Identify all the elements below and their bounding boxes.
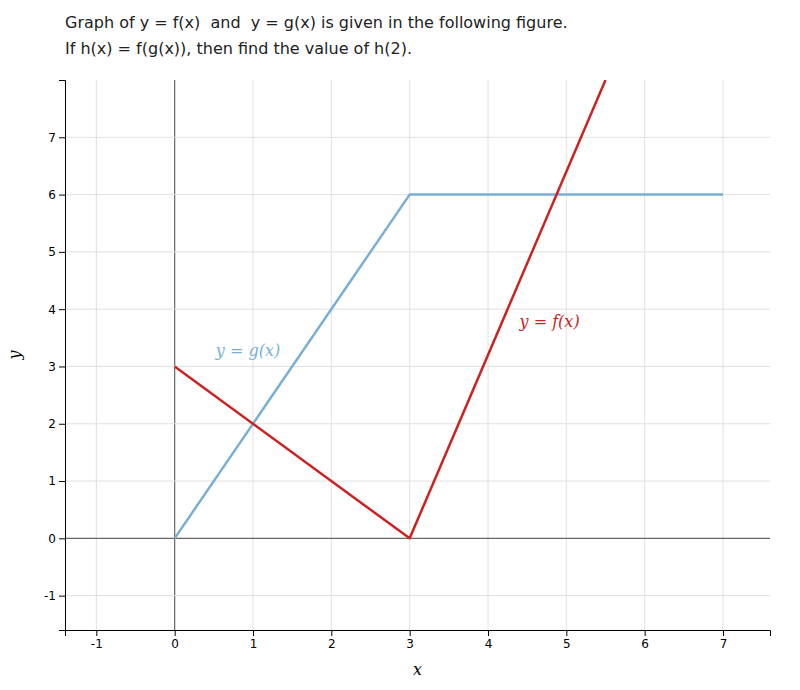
series-line (175, 195, 723, 539)
y-axis-title: y (5, 350, 24, 361)
y-axis-tick-label: -1 (44, 589, 56, 603)
grid-line-y (65, 423, 770, 424)
x-axis-tick-mark (410, 630, 411, 636)
y-axis-tick-mark (59, 366, 65, 367)
title: Graph of y = f(x) and y = g(x) is given … (65, 13, 568, 32)
y-axis-tick: 2 (48, 417, 65, 431)
x-axis-tick-label: 3 (406, 637, 414, 651)
grid-line-x (723, 80, 724, 630)
x-axis-tick-label: 4 (485, 637, 493, 651)
y-axis-tick-label: 5 (48, 245, 56, 259)
curve-labels: y = g(x) y = f(x) (215, 312, 580, 360)
x-axis-tick: 1 (250, 630, 258, 651)
grid-line-y (65, 481, 770, 482)
x-axis-tick-label: 6 (641, 637, 649, 651)
grid-line-y (65, 251, 770, 252)
grid-line-x (566, 80, 567, 630)
y-axis-tick-mark (59, 195, 65, 196)
y-axis-tick-mark (59, 481, 65, 482)
y-axis-tick-label: 1 (48, 474, 56, 488)
x-axis-tick-mark (723, 630, 724, 636)
grid-line-y (65, 538, 770, 539)
x-axis-tick: -1 (91, 630, 103, 651)
lines (175, 80, 723, 538)
x-axis-tick-label: 5 (563, 637, 571, 651)
x-axis-line (66, 631, 771, 637)
y-axis-tick-label: 3 (48, 360, 56, 374)
y-axis-tick: 3 (48, 360, 65, 374)
y-axis-tick: 5 (48, 245, 65, 259)
y-axis-line (59, 81, 66, 631)
y-axis: -1 0 1 2 3 4 5 6 7 (44, 81, 65, 631)
x-axis-tick: 0 (171, 630, 179, 651)
x-axis-tick-mark (566, 630, 567, 636)
x-axis-tick: 2 (328, 630, 336, 651)
x-axis-title: x (413, 660, 422, 679)
y-axis-tick: 0 (48, 532, 65, 546)
y-axis-tick-label: 0 (48, 532, 56, 546)
grid-line-y (65, 366, 770, 367)
x-axis-tick-label: 2 (328, 637, 336, 651)
x-axis-tick-mark (331, 630, 332, 636)
curve-label: y = f(x) (519, 312, 580, 331)
x-axis-tick: 4 (485, 630, 493, 651)
y-axis-tick-label: 7 (48, 131, 56, 145)
grid-line-x (174, 80, 175, 630)
grid-line-y (65, 137, 770, 138)
x-axis: -1 0 1 2 3 4 5 6 7 (66, 630, 771, 651)
grid-line-x (96, 80, 97, 630)
x-axis-tick-mark (175, 630, 176, 636)
x-axis-tick: 7 (720, 630, 728, 651)
x-axis-tick-label: 0 (171, 637, 179, 651)
y-axis-tick-mark (59, 596, 65, 597)
x-axis-tick-mark (645, 630, 646, 636)
y-axis-tick-mark (59, 252, 65, 253)
y-axis-tick-mark (59, 137, 65, 138)
x-axis-tick-mark (253, 630, 254, 636)
x-axis-tick: 3 (406, 630, 414, 651)
y-axis-tick: 1 (48, 474, 65, 488)
x-axis-tick-label: 7 (720, 637, 728, 651)
y-axis-tick: 6 (48, 188, 65, 202)
grid-line-x (644, 80, 645, 630)
subtitle: If h(x) = f(g(x)), then find the value o… (65, 39, 412, 58)
x-axis-tick-mark (488, 630, 489, 636)
grid-line-x (409, 80, 410, 630)
grid-line-y (65, 309, 770, 310)
y-axis-tick-mark (59, 538, 65, 539)
y-axis-tick-label: 4 (48, 303, 56, 317)
y-axis-tick: 7 (48, 131, 65, 145)
y-axis-tick: -1 (44, 589, 65, 603)
x-axis-tick-label: -1 (91, 637, 103, 651)
grid (65, 80, 770, 630)
plot: -1 0 1 2 3 4 5 6 7 -1 0 1 2 3 4 5 6 7 y = g(x) y = f(x) (44, 80, 770, 651)
series-line (175, 80, 606, 538)
y-axis-tick: 4 (48, 303, 65, 317)
x-axis-tick: 5 (563, 630, 571, 651)
y-axis-tick-mark (59, 309, 65, 310)
y-axis-tick-label: 6 (48, 188, 56, 202)
chart: Graph of y = f(x) and y = g(x) is given … (0, 0, 800, 690)
x-axis-tick: 6 (641, 630, 649, 651)
grid-line-x (331, 80, 332, 630)
curve-label: y = g(x) (215, 341, 280, 360)
grid-line-y (65, 595, 770, 596)
x-axis-tick-mark (96, 630, 97, 636)
y-axis-tick-mark (59, 424, 65, 425)
y-axis-tick-label: 2 (48, 417, 56, 431)
x-axis-tick-label: 1 (250, 637, 258, 651)
